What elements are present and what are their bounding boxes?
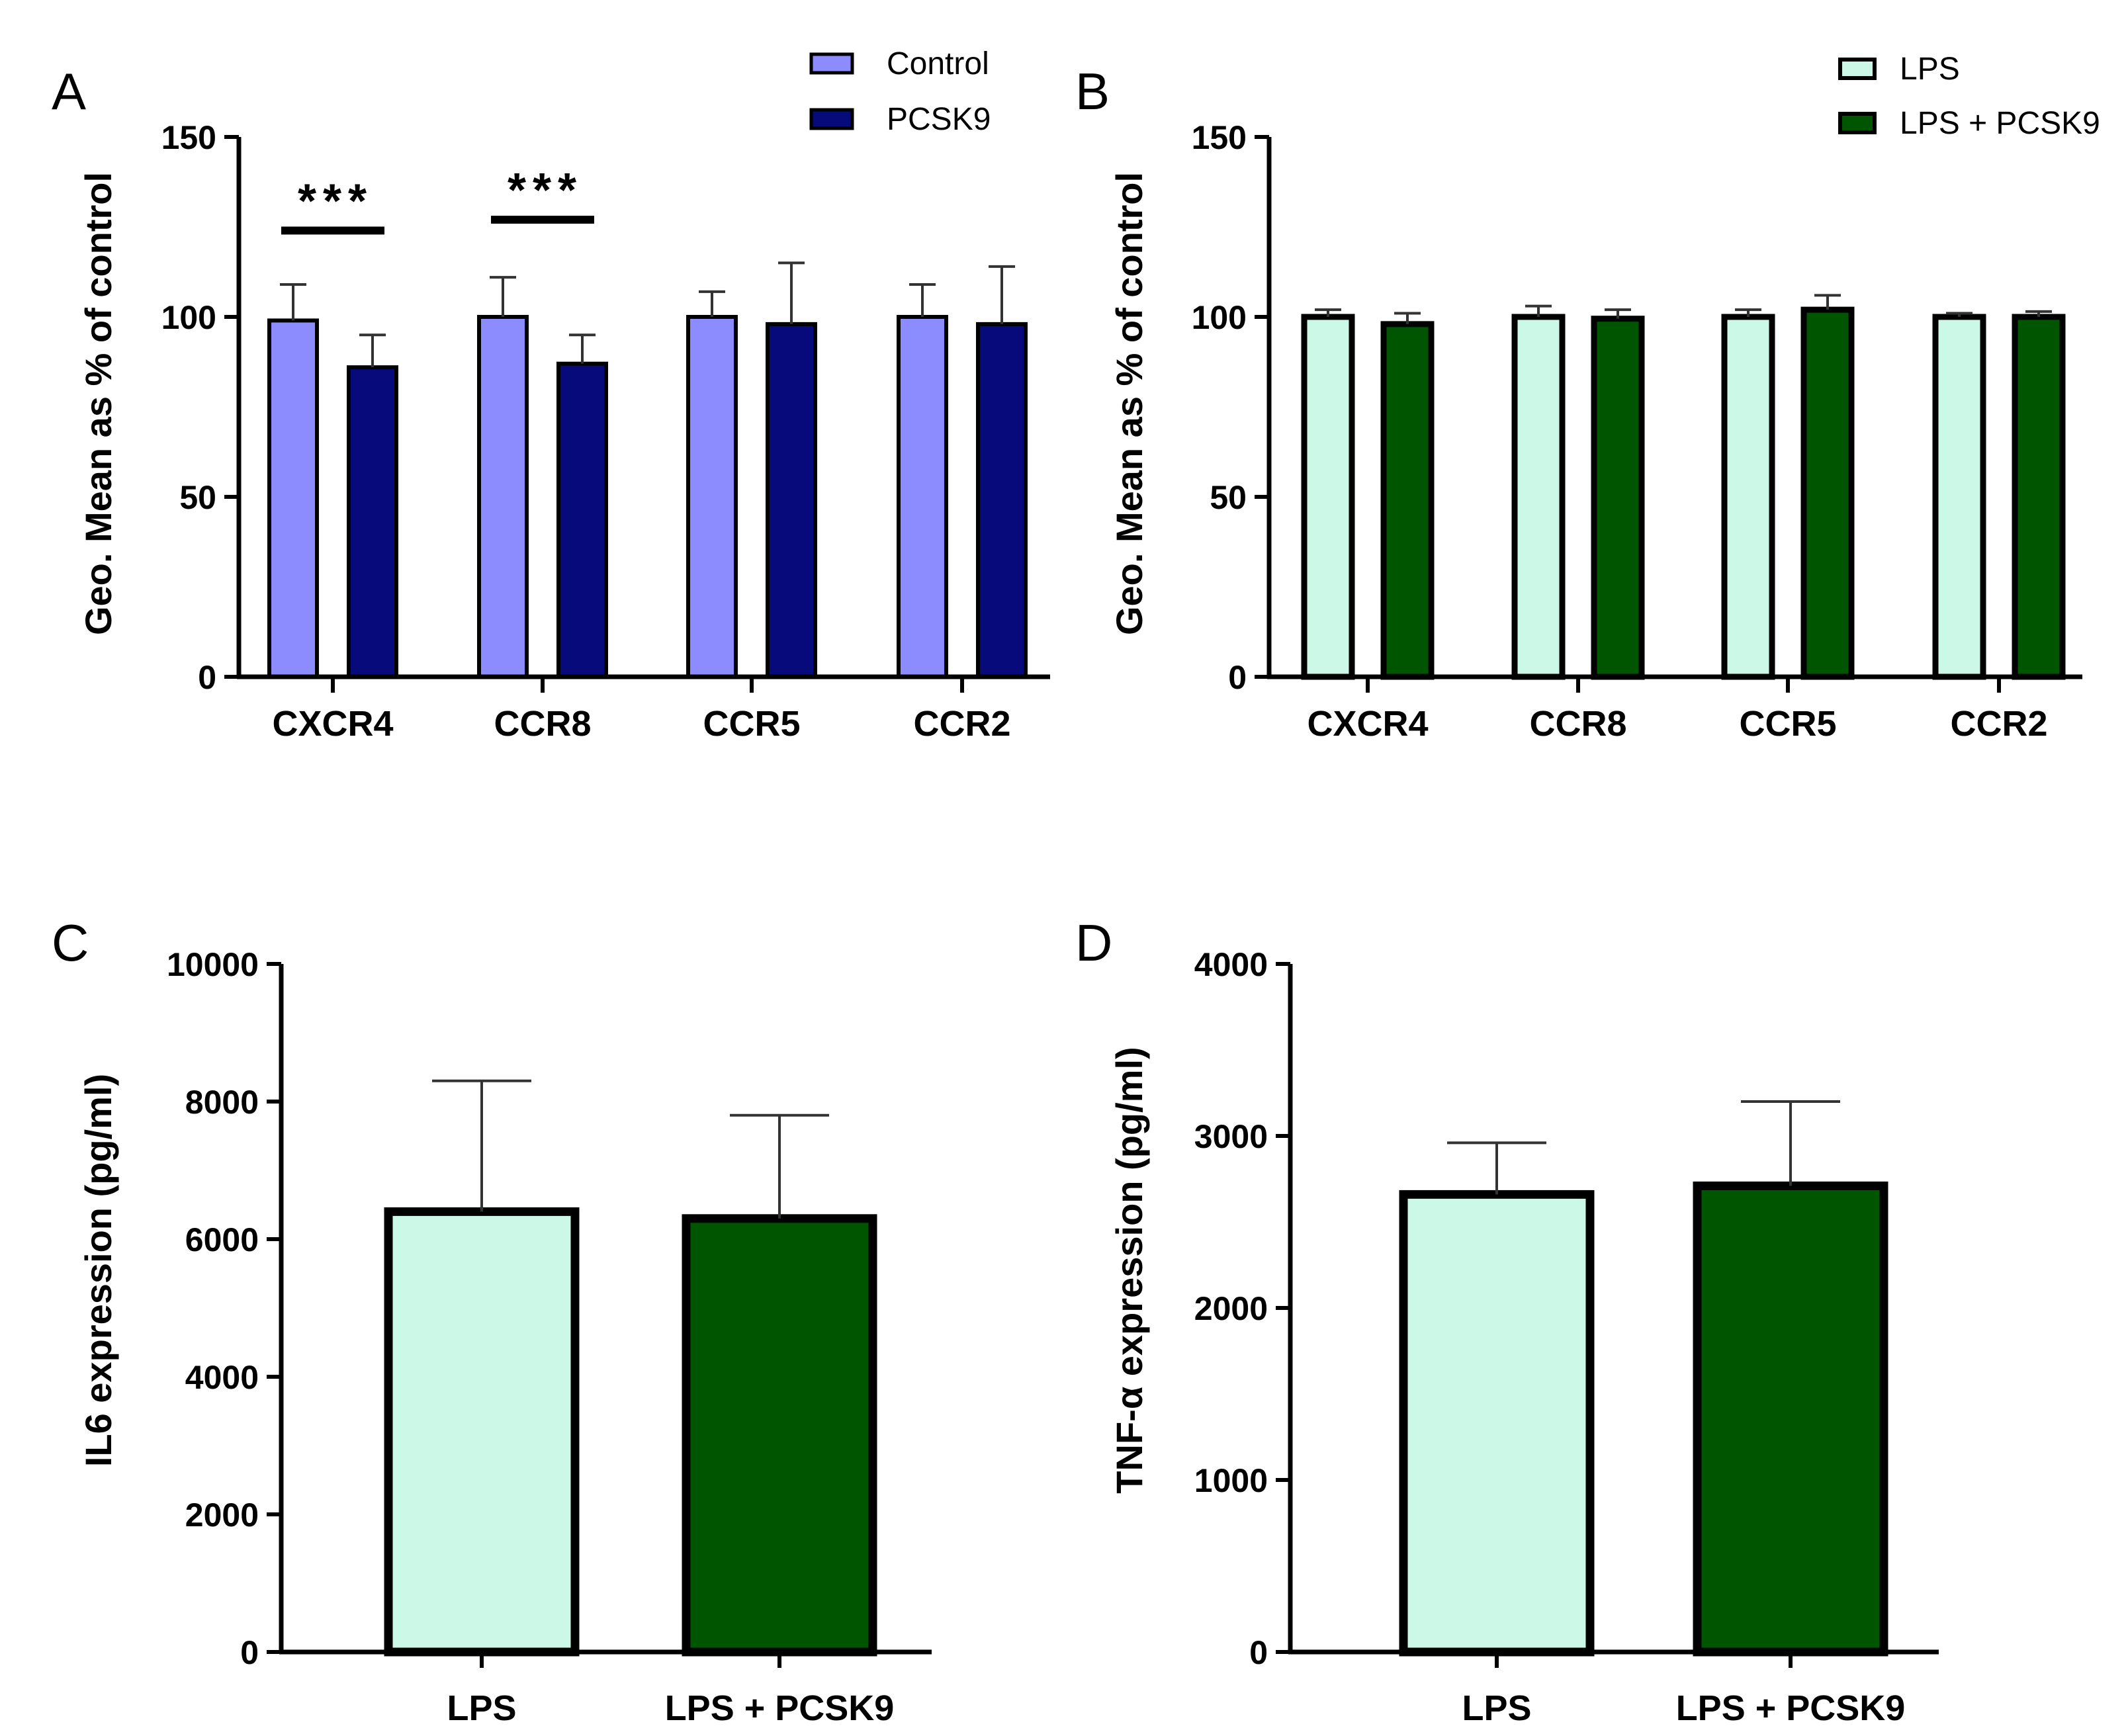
bar-ccr2-lps (1932, 314, 1986, 680)
bar-ccr5-pcsk9 (766, 322, 817, 679)
significance-stars: *** (508, 164, 583, 217)
x-tick-label-lps: LPS (447, 1688, 516, 1728)
bar-ccr8-lps (1511, 314, 1566, 680)
x-tick-label-ccr8: CCR8 (494, 704, 591, 744)
bar-cxcr4-lps (1301, 314, 1355, 680)
panel-d-chart: D TNF-α expression (pg/ml) 0 1000 2000 3000… (1075, 914, 1939, 1728)
x-tick-label-ccr8: CCR8 (1529, 704, 1626, 744)
panel-a-letter: A (52, 62, 86, 120)
y-tick-label: 3000 (1194, 1118, 1268, 1155)
bar-ccr5-lps-pcsk9 (1800, 306, 1855, 680)
y-tick-label: 2000 (1194, 1290, 1268, 1327)
bar-lps-pcsk9 (1693, 1181, 1888, 1657)
panel-b-letter: B (1075, 62, 1110, 120)
bar-ccr8-control (477, 315, 529, 679)
x-tick-label-ccr5: CCR5 (703, 704, 800, 744)
panel-b-legend: LPS LPS + PCSK9 (1838, 52, 2100, 141)
panel-d-y-axis-title: TNF-α expression (pg/ml) (1108, 1047, 1150, 1493)
y-tick-label: 0 (1249, 1634, 1268, 1671)
bar-lps-pcsk9 (682, 1214, 877, 1657)
bar-cxcr4-lps-pcsk9 (1380, 321, 1435, 680)
y-tick-label: 50 (179, 479, 216, 516)
y-tick-label: 150 (1192, 119, 1247, 156)
bar-lps (384, 1207, 580, 1657)
y-tick-label: 2000 (185, 1497, 259, 1534)
x-tick-label-ccr2: CCR2 (913, 704, 1010, 744)
bar-ccr5-lps (1721, 314, 1775, 680)
y-tick-label: 150 (161, 119, 216, 156)
x-tick-label-ccr2: CCR2 (1950, 704, 2047, 744)
significance-stars: *** (298, 175, 373, 228)
legend-label-pcsk9: PCSK9 (887, 102, 991, 137)
bar-ccr2-lps-pcsk9 (2012, 314, 2066, 680)
bar-cxcr4-control (267, 318, 319, 679)
panel-a-legend: Control PCSK9 (809, 46, 991, 137)
y-tick-label: 4000 (1194, 946, 1268, 983)
y-tick-label: 8000 (185, 1084, 259, 1121)
x-tick-label-cxcr4: CXCR4 (272, 704, 393, 744)
legend-label-lps: LPS (1900, 52, 1960, 87)
panel-a-chart: A Control PCSK9 Geo. Mean as % of contro… (52, 46, 1050, 744)
y-tick-label: 50 (1210, 479, 1247, 516)
x-tick-label-ccr5: CCR5 (1739, 704, 1836, 744)
y-tick-label: 6000 (185, 1221, 259, 1258)
panel-c-chart: C IL6 expression (pg/ml) 0 2000 4000 6000 80… (52, 914, 932, 1728)
legend-label-control: Control (887, 46, 989, 81)
panel-b-y-axis-title: Geo. Mean as % of control (1108, 172, 1150, 635)
x-tick-label-cxcr4: CXCR4 (1307, 704, 1428, 744)
y-tick-label: 4000 (185, 1359, 259, 1396)
y-tick-label: 0 (198, 659, 216, 696)
bar-ccr8-pcsk9 (556, 361, 608, 679)
y-tick-label: 1000 (1194, 1462, 1268, 1499)
bar-lps (1399, 1190, 1595, 1657)
legend-swatch-lps (1838, 58, 1877, 80)
x-tick-label-lps-pcsk9: LPS + PCSK9 (665, 1688, 895, 1728)
bar-cxcr4-pcsk9 (347, 365, 398, 679)
legend-swatch-control (809, 52, 854, 75)
panel-c-letter: C (52, 914, 89, 972)
legend-swatch-pcsk9 (809, 108, 854, 130)
panel-b-chart: B LPS LPS + PCSK9 Geo. Mean as % of cont… (1075, 52, 2100, 744)
bar-ccr2-pcsk9 (976, 322, 1028, 679)
panel-d-letter: D (1075, 914, 1112, 972)
y-tick-label: 0 (240, 1634, 259, 1671)
y-tick-label: 0 (1228, 659, 1247, 696)
bar-ccr8-lps-pcsk9 (1591, 316, 1645, 680)
y-tick-label: 10000 (167, 946, 259, 983)
legend-label-lps-pcsk9: LPS + PCSK9 (1900, 106, 2100, 141)
y-tick-label: 100 (161, 299, 216, 336)
legend-swatch-lps-pcsk9 (1838, 112, 1877, 134)
panel-c-y-axis-title: IL6 expression (pg/ml) (77, 1074, 119, 1467)
y-tick-label: 100 (1192, 299, 1247, 336)
bar-ccr2-control (897, 315, 948, 679)
bar-ccr5-control (686, 315, 738, 679)
x-tick-label-lps-pcsk9: LPS + PCSK9 (1676, 1688, 1906, 1728)
panel-a-y-axis-title: Geo. Mean as % of control (77, 172, 119, 635)
x-tick-label-lps: LPS (1462, 1688, 1531, 1728)
